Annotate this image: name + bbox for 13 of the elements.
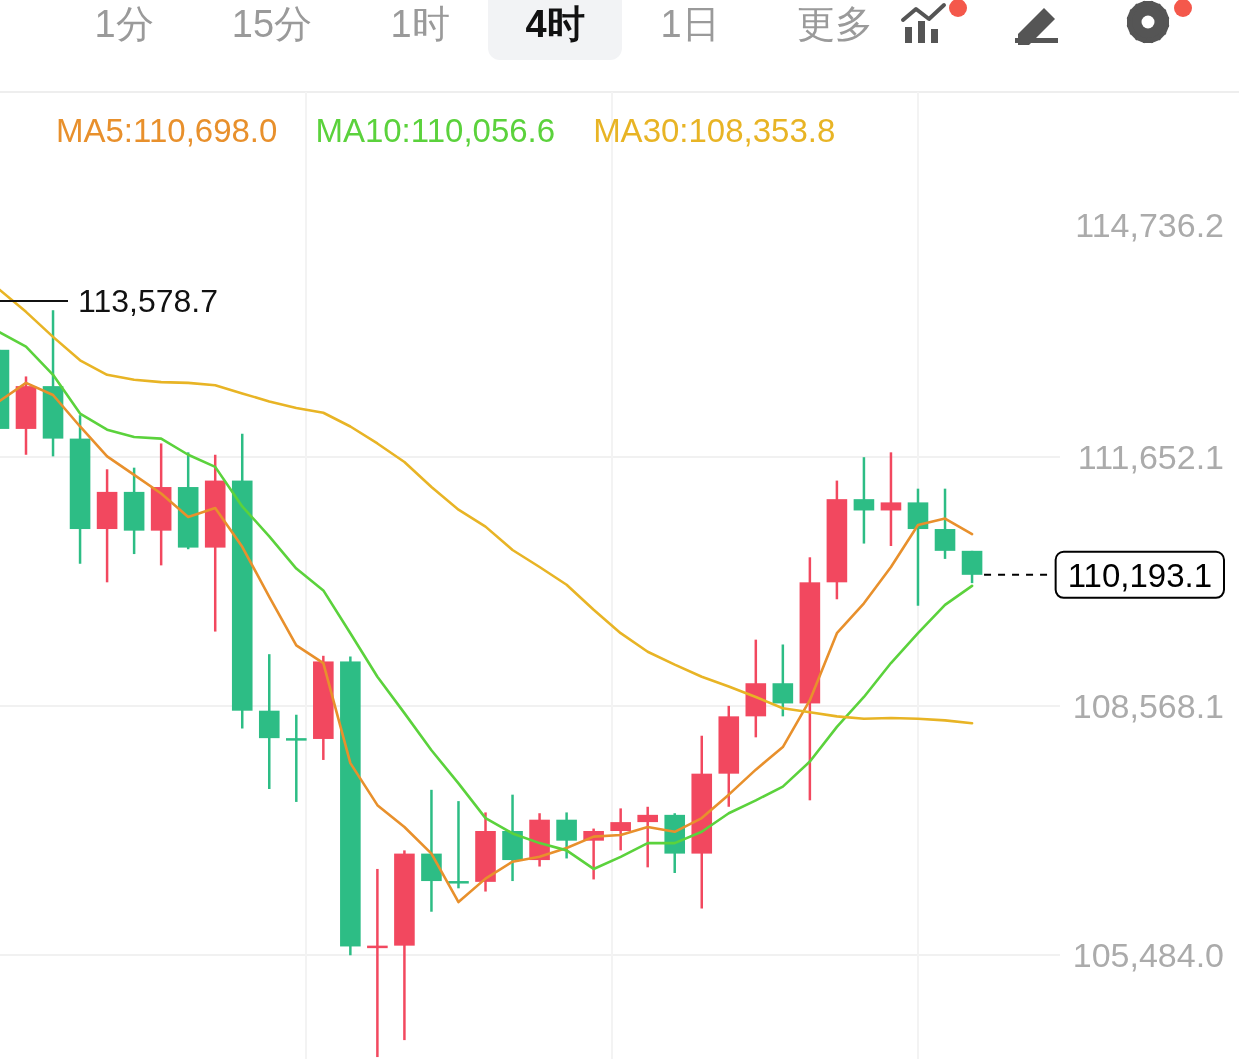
annotation: 113,578.7 (78, 283, 218, 319)
legend: MA5:110,698.0 MA10:110,056.6 MA30:108,353.8 (56, 111, 836, 149)
text: 更多 (797, 3, 873, 45)
y-tick-label: 114,736.2 (1075, 206, 1224, 244)
text: 1时 (390, 3, 450, 45)
y-tick-label: 111,652.1 (1077, 438, 1224, 477)
ref-line-label: 110,193.1 (1067, 556, 1212, 594)
y-tick-label: 105,484.0 (1072, 936, 1224, 975)
text: 15分 (231, 3, 313, 45)
text: 1日 (660, 3, 720, 45)
y-tick-label: 108,568.1 (1072, 687, 1224, 725)
text: 1分 (94, 3, 154, 45)
text: 4时 (525, 3, 585, 45)
